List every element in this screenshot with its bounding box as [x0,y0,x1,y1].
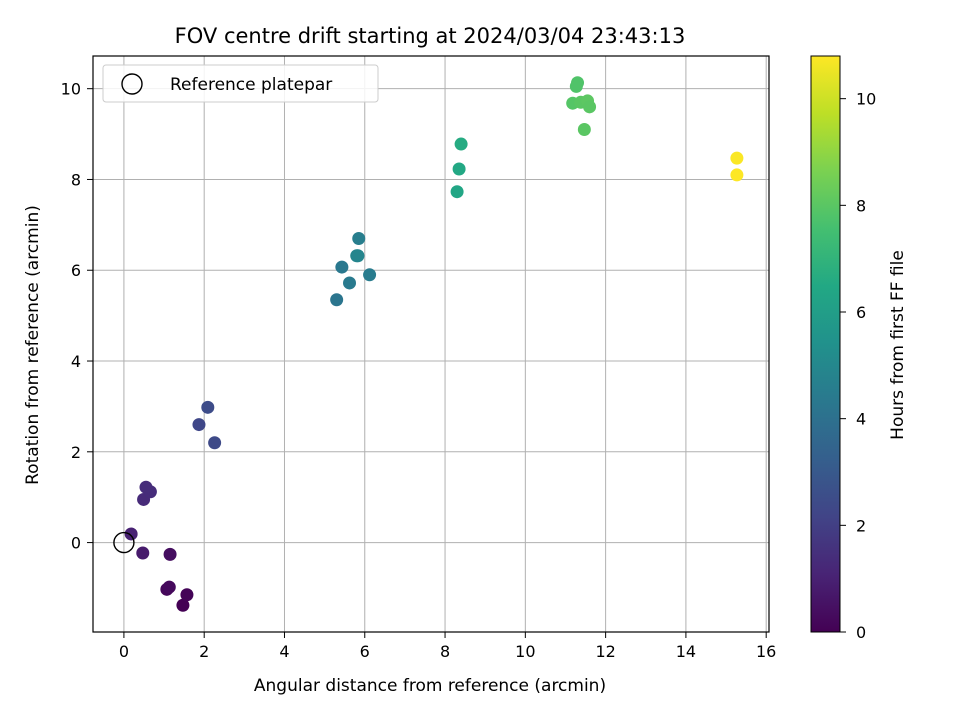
colorbar: 0 2 4 6 8 10 Hours from first FF file [810,55,908,642]
data-point [208,436,222,450]
x-tick-label: 12 [595,642,615,661]
data-point [139,480,153,494]
x-axis-label: Angular distance from reference (arcmin) [254,676,606,696]
legend-box [102,64,379,103]
y-tick-label: 8 [71,170,81,189]
legend-entry-reference: Reference platepar [170,75,332,95]
data-point [192,418,206,432]
grid-lines [93,56,769,632]
y-axis-label: Rotation from reference (arcmin) [23,205,43,485]
data-points [124,76,744,612]
x-tick-label: 16 [756,642,776,661]
data-point [730,151,744,165]
data-point [452,162,466,176]
data-point [136,546,150,560]
data-point [571,76,585,90]
y-tick-label: 0 [71,534,81,553]
x-tick-label: 2 [199,642,209,661]
colorbar-tick-label: 2 [856,516,866,535]
y-tick-label: 10 [61,80,81,99]
data-point [180,588,194,602]
colorbar-tick-label: 0 [856,623,866,642]
data-point [363,268,377,282]
data-point [583,100,597,114]
chart-title: FOV centre drift starting at 2024/03/04 … [175,24,686,48]
data-point [730,168,744,182]
colorbar-tick-label: 8 [856,196,866,215]
x-tick-label: 8 [440,642,450,661]
data-point [330,293,344,307]
x-tick-label: 10 [515,642,535,661]
y-axis-ticks: 0 2 4 6 8 10 [61,80,93,553]
plot-frame [92,55,770,633]
data-point [454,137,468,151]
legend-reference-marker [121,73,143,95]
y-tick-label: 2 [71,443,81,462]
y-tick-label: 4 [71,352,81,371]
reference-marker [113,531,135,554]
colorbar-tick-label: 10 [856,90,876,109]
x-tick-label: 14 [676,642,696,661]
data-point [343,276,357,290]
data-point [176,598,190,612]
reference-point [113,531,135,554]
data-point [163,547,177,561]
colorbar-tick-label: 6 [856,303,866,322]
data-point [351,249,365,263]
data-point [577,123,591,137]
data-point [162,580,176,594]
data-point [124,527,138,541]
colorbar-label: Hours from first FF file [888,250,908,440]
colorbar-gradient [810,55,841,633]
colorbar-tick-label: 4 [856,410,866,429]
data-point [201,400,215,414]
legend: Reference platepar [102,64,379,103]
y-tick-label: 6 [71,261,81,280]
x-axis-ticks: 0 2 4 6 8 10 12 14 16 [119,632,776,661]
x-tick-label: 6 [360,642,370,661]
data-point [335,260,349,274]
data-point [450,185,464,199]
colorbar-ticks: 0 2 4 6 8 10 [840,90,876,642]
x-tick-label: 4 [279,642,289,661]
data-point [352,231,366,245]
x-tick-label: 0 [119,642,129,661]
